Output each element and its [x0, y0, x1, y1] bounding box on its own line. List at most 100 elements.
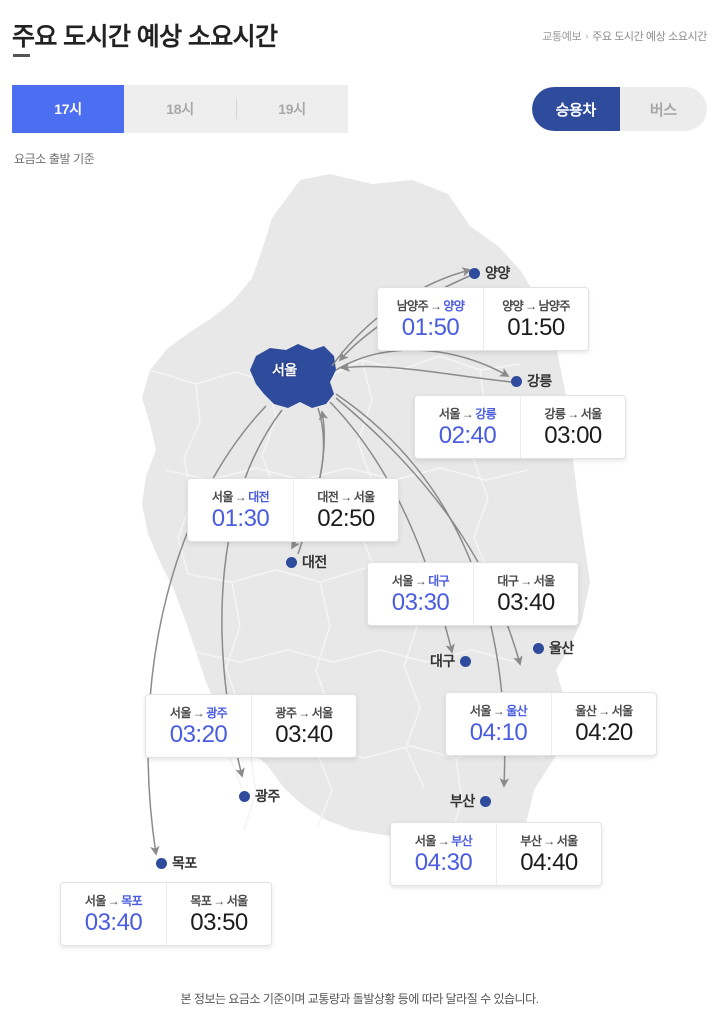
route-card-gwangju[interactable]: 서울 → 광주 03:20 광주 → 서울 03:40 — [145, 694, 357, 759]
route-label-inbound: 목포 → 서울 — [190, 892, 248, 909]
route-label-inbound: 부산 → 서울 — [520, 832, 578, 849]
route-origin: 양양 — [502, 299, 524, 313]
arrow-right-icon: → — [192, 705, 205, 720]
route-cell-outbound[interactable]: 서울 → 대전 01:30 — [188, 479, 293, 541]
toggle-bus[interactable]: 버스 — [620, 87, 708, 131]
route-cell-inbound[interactable]: 대전 → 서울 02:50 — [293, 479, 398, 542]
arrow-right-icon: → — [414, 573, 427, 588]
tab-hour-17[interactable]: 17시 — [12, 85, 124, 133]
route-cell-inbound[interactable]: 목포 → 서울 03:50 — [166, 883, 271, 946]
duration-outbound: 02:40 — [438, 422, 497, 449]
route-cell-inbound[interactable]: 부산 → 서울 04:40 — [496, 823, 601, 886]
arrow-right-icon: → — [461, 406, 474, 421]
page-title: 주요 도시간 예상 소요시간 — [12, 23, 278, 51]
route-destination: 서울 — [311, 706, 333, 720]
route-cell-inbound[interactable]: 울산 → 서울 04:20 — [551, 693, 656, 756]
time-tab-group: 17시 18시 19시 — [12, 85, 348, 133]
korea-map-svg — [142, 174, 590, 870]
duration-outbound: 01:30 — [211, 505, 270, 532]
tollgate-basis-note: 요금소 출발 기준 — [14, 152, 95, 166]
city-label: 양양 — [485, 265, 510, 281]
route-label-outbound: 서울 → 대구 — [391, 572, 450, 589]
city-dot-icon — [479, 795, 491, 807]
duration-outbound: 04:30 — [414, 849, 473, 876]
route-cell-outbound[interactable]: 서울 → 부산 04:30 — [391, 823, 496, 885]
route-label-outbound: 서울 → 강릉 — [438, 405, 497, 422]
city-label: 강릉 — [527, 373, 552, 389]
city-marker-gangneung[interactable]: 강릉 — [511, 371, 552, 391]
city-marker-daegu[interactable]: 대구 — [430, 651, 471, 671]
route-origin: 서울 — [391, 574, 413, 588]
route-origin: 대전 — [317, 490, 339, 504]
route-destination: 서울 — [353, 490, 375, 504]
city-label: 대구 — [430, 653, 455, 669]
route-card-ulsan[interactable]: 서울 → 울산 04:10 울산 → 서울 04:20 — [445, 692, 657, 757]
route-destination: 서울 — [556, 834, 578, 848]
route-cell-inbound[interactable]: 광주 → 서울 03:40 — [251, 695, 356, 758]
route-destination: 서울 — [580, 407, 602, 421]
route-cell-outbound[interactable]: 서울 → 강릉 02:40 — [415, 396, 520, 458]
route-origin: 서울 — [211, 490, 233, 504]
route-origin: 서울 — [84, 894, 106, 908]
city-marker-mokpo[interactable]: 목포 — [156, 853, 197, 873]
route-cell-outbound[interactable]: 남양주 → 양양 01:50 — [378, 288, 483, 350]
route-cell-inbound[interactable]: 강릉 → 서울 03:00 — [520, 396, 625, 459]
route-label-inbound: 대구 → 서울 — [497, 572, 555, 589]
route-cell-outbound[interactable]: 서울 → 목포 03:40 — [61, 883, 166, 945]
route-card-mokpo[interactable]: 서울 → 목포 03:40 목포 → 서울 03:50 — [60, 882, 272, 947]
city-label: 목포 — [172, 855, 197, 871]
duration-inbound: 02:50 — [317, 505, 375, 532]
route-destination: 서울 — [611, 704, 633, 718]
page-header: 주요 도시간 예상 소요시간 교통예보 › 주요 도시간 예상 소요시간 — [0, 0, 719, 70]
route-label-outbound: 서울 → 울산 — [470, 702, 528, 719]
route-cell-outbound[interactable]: 서울 → 대구 03:30 — [368, 563, 473, 625]
city-dot-icon — [156, 857, 167, 869]
city-marker-gwangju[interactable]: 광주 — [239, 786, 280, 806]
duration-inbound: 04:20 — [575, 719, 633, 746]
city-dot-icon — [511, 375, 522, 387]
duration-inbound: 01:50 — [507, 314, 565, 341]
route-card-yangyang[interactable]: 남양주 → 양양 01:50 양양 → 남양주 01:50 — [377, 287, 589, 352]
route-card-daejeon[interactable]: 서울 → 대전 01:30 대전 → 서울 02:50 — [187, 478, 399, 543]
duration-inbound: 03:50 — [190, 909, 248, 936]
city-dot-icon — [469, 267, 480, 279]
city-marker-daejeon[interactable]: 대전 — [286, 552, 327, 572]
route-origin: 목포 — [190, 894, 212, 908]
route-origin: 서울 — [438, 407, 460, 421]
route-cell-inbound[interactable]: 양양 → 남양주 01:50 — [483, 288, 588, 351]
breadcrumb-root[interactable]: 교통예보 — [542, 31, 582, 43]
arrow-right-icon: → — [234, 489, 247, 504]
route-label-inbound: 대전 → 서울 — [317, 488, 375, 505]
chevron-right-icon: › — [585, 30, 589, 42]
route-destination: 서울 — [226, 894, 248, 908]
city-marker-yangyang[interactable]: 양양 — [469, 263, 510, 283]
toggle-car[interactable]: 승용차 — [532, 87, 620, 131]
city-dot-icon — [239, 790, 250, 802]
route-label-inbound: 양양 → 남양주 — [502, 297, 570, 314]
city-marker-ulsan[interactable]: 울산 — [533, 638, 574, 658]
route-destination: 광주 — [206, 706, 228, 720]
route-card-daegu[interactable]: 서울 → 대구 03:30 대구 → 서울 03:40 — [367, 562, 579, 627]
route-origin: 광주 — [275, 706, 297, 720]
route-label-inbound: 울산 → 서울 — [575, 702, 633, 719]
route-cell-outbound[interactable]: 서울 → 울산 04:10 — [446, 693, 551, 755]
city-label: 부산 — [450, 793, 475, 809]
tab-hour-19[interactable]: 19시 — [236, 85, 348, 133]
route-origin: 울산 — [575, 704, 597, 718]
city-marker-busan[interactable]: 부산 — [450, 791, 491, 811]
route-cell-outbound[interactable]: 서울 → 광주 03:20 — [146, 695, 251, 757]
route-label-inbound: 강릉 → 서울 — [544, 405, 602, 422]
route-destination: 서울 — [533, 574, 555, 588]
breadcrumb: 교통예보 › 주요 도시간 예상 소요시간 — [542, 28, 707, 44]
duration-inbound: 04:40 — [520, 849, 578, 876]
route-card-busan[interactable]: 서울 → 부산 04:30 부산 → 서울 04:40 — [390, 822, 602, 887]
duration-inbound: 03:40 — [497, 589, 555, 616]
route-label-outbound: 남양주 → 양양 — [397, 297, 465, 314]
route-label-inbound: 광주 → 서울 — [275, 704, 333, 721]
tab-hour-18[interactable]: 18시 — [124, 85, 236, 133]
city-label: 대전 — [302, 554, 327, 570]
route-destination: 남양주 — [538, 299, 570, 313]
route-card-gangneung[interactable]: 서울 → 강릉 02:40 강릉 → 서울 03:00 — [414, 395, 626, 460]
route-cell-inbound[interactable]: 대구 → 서울 03:40 — [473, 563, 578, 626]
